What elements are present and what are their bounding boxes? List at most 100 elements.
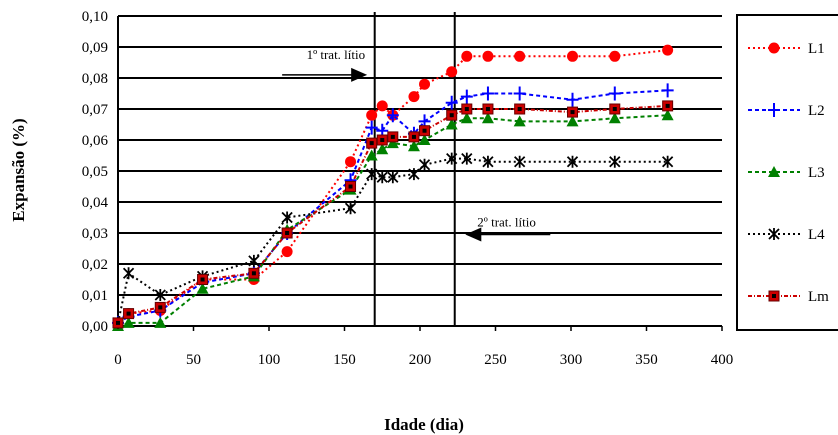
data-point	[482, 50, 494, 62]
x-tick-label: 300	[560, 352, 583, 368]
series-layer	[112, 44, 674, 331]
data-point	[445, 95, 458, 110]
data-point	[768, 228, 780, 240]
data-point	[446, 66, 458, 78]
data-point	[567, 50, 579, 62]
legend-item-L2: L2	[748, 103, 825, 119]
x-tick-label: 0	[114, 352, 122, 368]
data-point	[768, 103, 780, 117]
x-tick-label: 100	[258, 352, 281, 368]
y-tick-label: 0,07	[82, 102, 109, 118]
data-point	[248, 254, 260, 267]
y-axis-label: Expansão (%)	[9, 118, 28, 221]
series-Lm	[112, 100, 674, 329]
data-point-center	[380, 138, 385, 142]
legend-label: L2	[808, 103, 825, 119]
data-point	[768, 42, 780, 54]
data-point	[281, 246, 293, 258]
data-point	[281, 211, 293, 224]
data-point-center	[200, 277, 205, 282]
x-tick-label: 200	[409, 352, 432, 368]
data-point	[376, 171, 388, 184]
data-point	[661, 83, 674, 98]
data-point	[419, 78, 431, 90]
data-point	[460, 89, 473, 104]
data-point-center	[251, 271, 256, 276]
x-tick-label: 150	[333, 352, 356, 368]
y-tick-label: 0,02	[82, 257, 108, 273]
series-L1	[112, 44, 674, 329]
series-L2	[112, 83, 674, 330]
data-point	[513, 86, 526, 101]
data-point	[418, 134, 431, 145]
series-L4	[112, 152, 674, 329]
data-point	[365, 149, 378, 161]
x-tick-label: 250	[484, 352, 507, 368]
data-point	[196, 282, 209, 294]
data-point-center	[772, 294, 776, 298]
data-point	[608, 86, 621, 101]
data-point	[481, 86, 494, 101]
x-tick-label: 350	[635, 352, 658, 368]
data-point	[566, 115, 579, 127]
data-point-center	[517, 107, 522, 111]
data-point	[514, 50, 526, 62]
data-point	[513, 115, 526, 127]
data-point	[365, 120, 378, 135]
legend-item-L4: L4	[748, 227, 825, 243]
data-point-center	[390, 134, 395, 139]
legend-item-Lm: Lm	[748, 289, 829, 305]
x-tick-label: 400	[711, 352, 734, 368]
y-tick-label: 0,01	[82, 288, 108, 304]
data-point	[122, 267, 135, 280]
data-point	[386, 137, 399, 149]
legend-label: L1	[808, 41, 825, 57]
data-point-center	[665, 103, 670, 108]
legend-label: L4	[808, 227, 825, 243]
data-point	[768, 166, 780, 177]
data-point-center	[422, 128, 427, 133]
data-point	[154, 289, 166, 301]
data-point	[408, 91, 420, 103]
x-tick-label: 50	[186, 352, 201, 368]
y-tick-label: 0,03	[82, 226, 108, 242]
legend-box	[736, 14, 838, 331]
data-point-center	[449, 113, 454, 118]
data-point	[445, 118, 458, 130]
treatment-lines	[373, 12, 456, 326]
data-point	[122, 316, 135, 328]
y-tick-label: 0,06	[82, 133, 109, 149]
annotation-text: 2º trat. lítio	[477, 215, 536, 230]
data-point	[407, 140, 420, 152]
legend: L1 L2 L3 L4 Lm	[736, 14, 838, 331]
data-point	[461, 50, 473, 62]
data-point-center	[464, 107, 469, 111]
y-tick-label: 0,05	[82, 164, 108, 180]
data-point	[345, 156, 357, 168]
annotation-arrowhead	[351, 67, 368, 82]
data-point-center	[411, 134, 416, 139]
data-point	[408, 168, 420, 181]
y-tick-label: 0,10	[82, 9, 108, 25]
data-point-center	[612, 107, 617, 111]
data-point	[344, 202, 357, 215]
data-point-center	[348, 184, 353, 189]
legend-item-L1: L1	[748, 41, 825, 57]
data-point	[481, 112, 494, 124]
data-point	[662, 155, 674, 168]
data-point	[608, 112, 621, 124]
axes: 0,00 0,01 0,02 0,03 0,04 0,05 0,06 0,07 0,08 0,09…	[82, 9, 734, 368]
y-tick-label: 0,08	[82, 71, 108, 87]
x-axis-label: Idade (dia)	[384, 415, 464, 434]
data-point	[366, 109, 378, 121]
data-point	[387, 171, 399, 184]
grid-lines	[118, 15, 722, 296]
annotation-arrowhead	[465, 227, 482, 242]
series-line	[117, 157, 668, 324]
legend-label: L3	[808, 165, 825, 181]
annotation-text: 1º trat. lítio	[307, 47, 366, 62]
data-point	[482, 155, 494, 168]
data-point	[662, 44, 674, 56]
data-point	[609, 50, 621, 62]
y-tick-label: 0,00	[82, 319, 108, 335]
